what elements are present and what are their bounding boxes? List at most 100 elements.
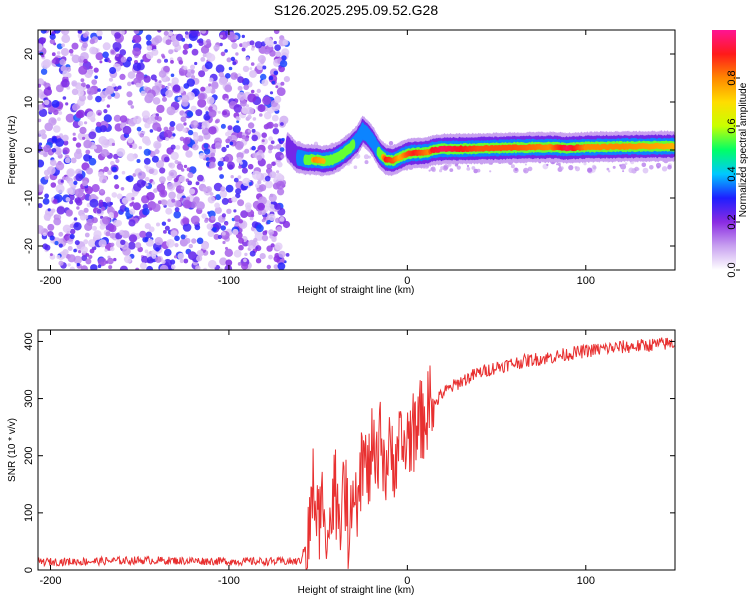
noise-speck (238, 219, 243, 224)
noise-speck (443, 164, 449, 170)
noise-speck (257, 210, 263, 215)
noise-speck (238, 244, 244, 251)
noise-speck (126, 216, 130, 220)
noise-speck (171, 264, 176, 270)
noise-speck (240, 99, 247, 107)
noise-speck (85, 258, 92, 265)
noise-speck (256, 62, 264, 71)
snr-ticks: -200 -100 0 100 0 100 200 300 400 (23, 330, 675, 587)
noise-speck (219, 174, 225, 179)
noise-speck (61, 30, 70, 36)
noise-speck (191, 238, 197, 244)
noise-speck (267, 40, 274, 48)
noise-speck (135, 267, 140, 270)
noise-speck (99, 188, 105, 194)
noise-speck (168, 49, 174, 55)
noise-speck (259, 253, 266, 260)
noise-speck (449, 168, 454, 173)
noise-speck (73, 222, 82, 231)
noise-speck (145, 92, 155, 102)
noise-speck (93, 145, 97, 150)
noise-speck (38, 133, 41, 137)
noise-speck (170, 172, 174, 177)
noise-speck (221, 213, 226, 218)
noise-speck (170, 144, 176, 150)
noise-speck (263, 216, 267, 220)
noise-speck (264, 48, 270, 55)
noise-speck (224, 222, 228, 226)
noise-speck (187, 180, 193, 186)
noise-speck (221, 231, 226, 236)
noise-speck (255, 245, 262, 252)
noise-speck (237, 199, 245, 207)
noise-speck (193, 134, 199, 141)
noise-speck (226, 161, 235, 170)
noise-speck (88, 131, 97, 140)
noise-speck (237, 262, 242, 266)
noise-speck (238, 165, 242, 169)
noise-speck (170, 151, 179, 161)
noise-speck (144, 249, 149, 254)
noise-speck (620, 163, 627, 170)
noise-speck (256, 224, 264, 233)
y-tick-label: -10 (23, 190, 35, 206)
noise-speck (196, 255, 203, 262)
noise-speck (49, 159, 57, 166)
noise-speck (146, 265, 153, 270)
noise-speck (69, 228, 76, 235)
noise-speck (273, 40, 277, 45)
noise-speck (168, 162, 173, 168)
noise-speck (155, 247, 160, 252)
noise-speck (163, 129, 173, 139)
noise-speck (190, 105, 197, 112)
noise-speck (58, 260, 64, 266)
noise-speck (243, 258, 247, 263)
colorbar: 0.0 0.2 0.4 0.6 0.8 Normalized spectral ampl… (712, 30, 749, 278)
noise-speck (225, 259, 233, 267)
noise-speck (266, 163, 273, 170)
noise-speck (583, 162, 587, 166)
noise-speck (207, 259, 217, 269)
noise-speck (55, 138, 64, 147)
noise-speck (41, 133, 47, 140)
noise-speck (115, 158, 120, 164)
noise-speck (254, 183, 260, 188)
noise-speck (139, 230, 147, 238)
noise-speck (56, 206, 65, 215)
noise-speck (220, 225, 226, 231)
noise-speck (219, 190, 228, 198)
snr-xlabel: Height of straight line (km) (298, 585, 415, 596)
noise-speck (247, 114, 252, 120)
noise-speck (98, 202, 104, 208)
noise-speck (38, 118, 42, 123)
noise-speck (84, 222, 93, 231)
noise-speck (214, 142, 222, 150)
noise-speck (174, 200, 181, 208)
noise-speck (86, 111, 96, 120)
noise-speck (91, 79, 98, 85)
noise-speck (166, 239, 175, 248)
noise-speck (59, 58, 66, 66)
noise-speck (102, 216, 111, 225)
noise-speck (145, 231, 153, 239)
noise-speck (159, 167, 166, 174)
noise-speck (282, 39, 289, 46)
noise-speck (163, 156, 170, 163)
noise-speck (60, 179, 64, 183)
noise-speck (214, 206, 222, 214)
noise-speck (116, 193, 123, 200)
noise-speck (91, 184, 100, 193)
noise-speck (282, 220, 291, 229)
noise-speck (249, 40, 255, 46)
noise-speck (138, 215, 142, 219)
noise-speck (79, 126, 87, 134)
noise-speck (132, 47, 142, 57)
noise-speck (208, 126, 217, 135)
noise-speck (263, 111, 272, 120)
noise-speck (95, 52, 104, 61)
noise-speck (120, 187, 125, 191)
noise-speck (115, 219, 123, 227)
noise-speck (42, 198, 50, 205)
y-tick-label: 200 (23, 447, 35, 465)
noise-speck (47, 105, 55, 113)
